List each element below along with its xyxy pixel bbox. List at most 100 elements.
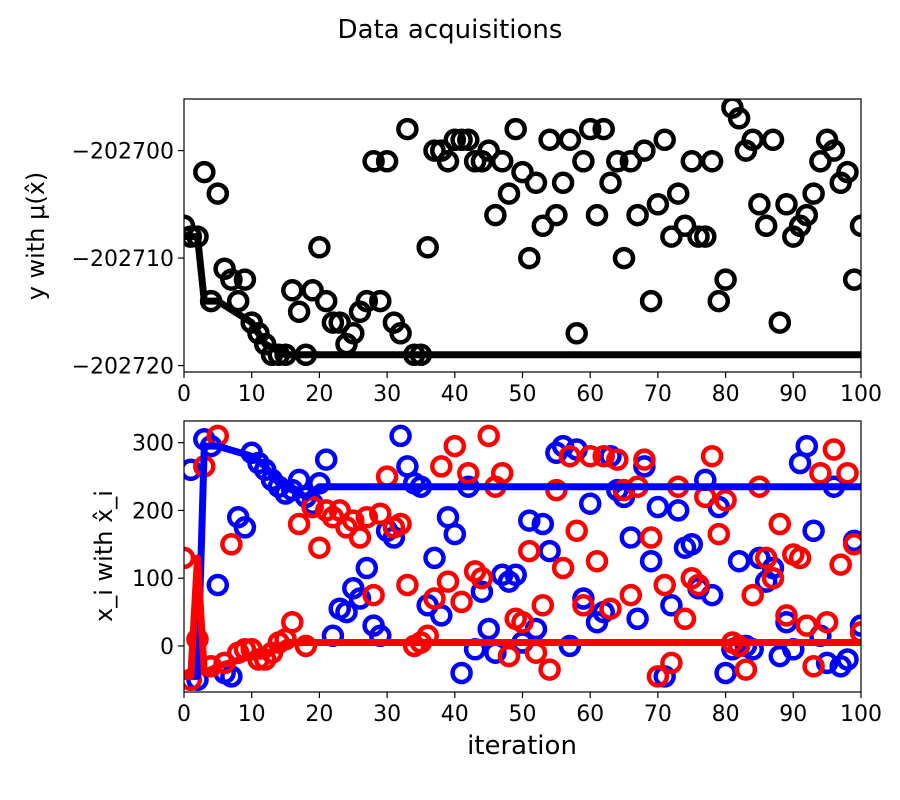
top-series-0-point-92 [795,203,819,227]
bottom-series-0-point-50 [518,509,541,532]
top-series-0-point-51 [518,246,541,270]
bottom-series-1-point-44 [470,566,494,590]
bottom-series-1-point-59 [572,594,595,617]
bottom-series-1-point-93 [802,655,825,678]
bottom-series-1-point-76 [687,573,710,597]
top-series-0-point-40 [443,128,467,152]
top-series-0-point-85 [748,193,771,216]
bottom-x-tick-label-5: 50 [509,702,537,727]
top-chart-marks [184,99,861,367]
top-x-tick-label-2: 20 [305,382,333,407]
top-chart-y-ticks: −202720 −202710 −202700 [72,140,184,380]
bottom-x-tick-label-1: 10 [238,702,266,727]
top-y-tick-label-0: −202720 [72,355,174,380]
bottom-series-1-point-26 [348,526,372,549]
top-series-0-point-36 [416,236,439,259]
top-chart-ylabel: y with μ(x̂) [22,172,50,301]
bottom-series-1-point-91 [788,546,812,570]
top-series-0-point-20 [308,236,331,259]
top-series-0-point-64 [606,150,629,173]
bottom-series-1-point-69 [639,526,663,549]
bottom-series-1-point-50 [511,610,534,634]
bottom-series-1-point-42 [457,461,480,485]
bottom-x-tick-label-6: 60 [576,702,604,727]
top-series-0-point-59 [572,150,595,173]
top-series-0-point-77 [694,225,717,248]
bottom-series-1-point-7 [220,533,243,556]
bottom-x-tick-label-8: 80 [712,702,740,727]
bottom-series-0-point-23 [335,600,358,624]
top-series-0-point-55 [545,203,568,227]
bottom-series-0-point-67 [633,455,656,478]
top-series-0-point-48 [497,182,521,205]
top-series-0-point-7 [220,268,243,291]
top-series-0-point-43 [463,150,487,173]
top-series-0-point-28 [362,150,385,173]
bottom-chart: 0 10 20 30 40 50 60 70 80 90 100 0 100 200 300 iterat… [90,420,882,761]
bottom-x-tick-label-4: 40 [441,702,469,727]
top-series-0-point-65 [612,246,636,270]
top-series-0-point-45 [477,139,500,162]
top-series-0-point-94 [809,150,832,173]
top-series-0-point-69 [639,289,663,313]
bottom-series-1-point-39 [436,570,460,593]
top-x-tick-label-3: 30 [373,382,401,407]
top-series-0-point-29 [369,289,392,313]
top-chart-x-ticks: 0 10 20 30 40 50 60 70 80 90 100 [177,372,882,407]
top-x-tick-label-6: 60 [576,382,604,407]
bottom-series-1-point-53 [531,594,555,617]
top-series-0-point-5 [206,182,230,205]
bottom-series-1-point-37 [423,587,446,610]
top-series-0-point-87 [761,128,785,152]
bottom-series-1-point-100 [849,621,861,644]
bottom-y-tick-label-0: 0 [160,635,174,660]
bottom-x-tick-label-10: 100 [840,702,882,727]
bottom-x-tick-label-3: 30 [373,702,401,727]
bottom-series-1-point-30 [375,465,399,488]
bottom-series-0-point-43 [470,580,494,603]
top-x-tick-label-4: 40 [441,382,469,407]
top-x-tick-label-1: 10 [238,382,266,407]
bottom-series-0-point-88 [775,610,798,634]
top-series-0-point-71 [653,128,676,152]
top-series-0-point-98 [836,160,859,184]
bottom-series-1-point-72 [660,651,683,675]
top-series-0-point-72 [660,225,683,248]
bottom-series-1-point-88 [768,512,792,536]
top-series-0-point-19 [301,279,324,302]
bottom-series-1-point-68 [633,448,656,471]
bottom-series-1-point-78 [700,444,724,468]
bottom-series-1-point-47 [490,461,514,485]
bottom-series-0-point-4 [206,573,230,597]
bottom-series-0-point-65 [619,526,643,549]
bottom-x-tick-label-2: 20 [305,702,333,727]
bottom-series-1-point-94 [809,461,832,485]
bottom-y-tick-label-2: 200 [132,499,174,524]
top-series-0-point-22 [321,311,345,334]
bottom-series-0-point-99 [849,614,861,637]
bottom-series-1-point-0 [184,546,196,570]
top-y-tick-label-2: −202700 [72,140,174,165]
top-series-0-point-61 [585,203,609,227]
top-x-tick-label-9: 90 [779,382,807,407]
bottom-series-1-point-84 [741,583,764,607]
top-series-0-point-17 [287,300,311,324]
bottom-series-0-point-79 [714,661,737,685]
top-series-0-point-9 [233,268,257,291]
bottom-series-0-point-81 [727,549,751,573]
bottom-series-0-point-91 [795,434,819,458]
top-series-0-point-68 [633,139,656,162]
bottom-series-1-point-62 [592,444,615,468]
bottom-series-1-point-89 [775,604,798,627]
bottom-series-0-point-71 [660,594,683,617]
top-series-0-point-63 [599,171,622,195]
top-series-0-point-56 [551,171,575,195]
bottom-series-1-point-45 [477,424,500,448]
bottom-series-1-point-58 [565,519,588,543]
bottom-series-1-point-38 [430,455,453,478]
bottom-x-tick-label-0: 0 [177,702,191,727]
top-series-0-point-66 [619,150,643,173]
top-series-0-point-96 [822,139,846,162]
top-series-0-point-82 [727,107,751,130]
